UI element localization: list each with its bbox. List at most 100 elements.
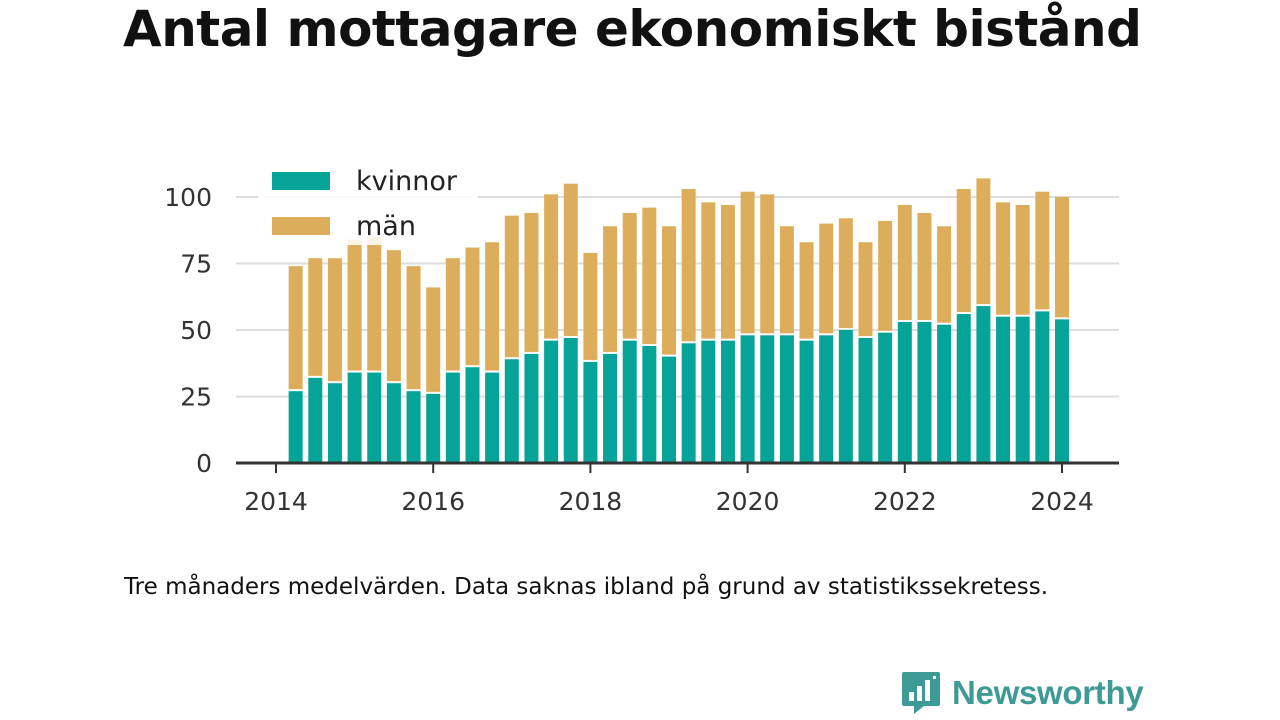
bar-kvinnor [347, 372, 362, 463]
bar-kvinnor [681, 343, 696, 463]
bar-man [367, 236, 382, 371]
bar-man [1015, 204, 1030, 315]
bar-kvinnor [878, 332, 893, 463]
x-tick-label: 2022 [873, 487, 937, 516]
x-tick-label: 2014 [244, 487, 308, 516]
bar-kvinnor [858, 337, 873, 463]
bar-man [563, 183, 578, 336]
bar-man [720, 204, 735, 339]
bar-kvinnor [465, 367, 480, 463]
chart-title: Antal mottagare ekonomiskt bistånd [123, 0, 1142, 58]
bar-man [956, 189, 971, 313]
bar-kvinnor [288, 391, 303, 463]
bar-kvinnor [838, 330, 853, 463]
bar-man [603, 226, 618, 352]
bar-kvinnor [917, 322, 932, 463]
bar-kvinnor [740, 335, 755, 463]
bar-kvinnor [819, 335, 834, 463]
bar-kvinnor [622, 340, 637, 463]
bar-man [917, 212, 932, 321]
bar-kvinnor [386, 383, 401, 463]
chart-note: Tre månaders medelvärden. Data saknas ib… [124, 574, 1049, 600]
bar-man [799, 242, 814, 339]
bar-man [504, 215, 519, 358]
bar-man [701, 202, 716, 339]
bar-man [642, 207, 657, 344]
bar-kvinnor [701, 340, 716, 463]
x-tick-label: 2020 [716, 487, 780, 516]
bar-man [445, 258, 460, 371]
bar-kvinnor [937, 324, 952, 463]
x-tick-label: 2018 [559, 487, 623, 516]
brand-name: Newsworthy [952, 674, 1144, 711]
bar-kvinnor [976, 306, 991, 463]
bar-man [878, 220, 893, 331]
bar-kvinnor [799, 340, 814, 463]
bar-kvinnor [327, 383, 342, 463]
bar-man [308, 258, 323, 376]
y-tick-label: 100 [164, 183, 212, 212]
bar-man [858, 242, 873, 336]
bar-kvinnor [544, 340, 559, 463]
bar-man [1055, 197, 1069, 318]
bar-kvinnor [956, 314, 971, 463]
bar-kvinnor [485, 372, 500, 463]
bar-kvinnor [1035, 311, 1050, 463]
bar-man [583, 252, 598, 360]
bar-kvinnor [524, 353, 539, 463]
bar-man [1035, 191, 1050, 310]
bar-man [819, 223, 834, 334]
y-tick-label: 75 [180, 250, 212, 279]
axes: 0 25 50 75 100 2014 2016 2018 2020 2022 2024 [164, 183, 1119, 516]
bar-man [406, 266, 421, 390]
bar-kvinnor [406, 391, 421, 463]
bars [288, 178, 1069, 463]
bar-man [465, 247, 480, 366]
bar-man [524, 212, 539, 352]
bar-kvinnor [426, 393, 441, 463]
y-tick-label: 50 [180, 316, 212, 345]
bar-kvinnor [308, 377, 323, 463]
bar-man [996, 202, 1011, 315]
bar-man [779, 226, 794, 334]
legend-label: kvinnor [356, 166, 458, 197]
bar-man [485, 242, 500, 371]
legend-swatch [272, 172, 330, 190]
bar-man [760, 194, 775, 334]
bar-man [622, 212, 637, 339]
x-tick-label: 2024 [1030, 487, 1094, 516]
bar-man [838, 218, 853, 328]
bar-man [327, 258, 342, 382]
y-tick-label: 0 [196, 449, 212, 478]
brand-logo[interactable]: Newsworthy [900, 670, 1144, 716]
bar-kvinnor [583, 361, 598, 463]
bar-kvinnor [445, 372, 460, 463]
bar-kvinnor [642, 345, 657, 463]
bar-man [681, 189, 696, 342]
bar-kvinnor [779, 335, 794, 463]
bar-kvinnor [367, 372, 382, 463]
legend: kvinnor män [258, 155, 478, 245]
bar-kvinnor [662, 356, 676, 463]
bar-kvinnor [996, 316, 1011, 463]
y-tick-label: 25 [180, 383, 212, 412]
bar-kvinnor [720, 340, 735, 463]
bar-kvinnor [563, 337, 578, 463]
bar-man [740, 191, 755, 334]
bar-man [937, 226, 952, 323]
bar-man [288, 266, 303, 390]
bar-man [347, 239, 362, 371]
bar-kvinnor [760, 335, 775, 463]
bar-kvinnor [504, 359, 519, 463]
bar-man [897, 204, 912, 321]
bar-kvinnor [1055, 319, 1069, 463]
bar-man [386, 250, 401, 382]
bar-man [976, 178, 991, 305]
legend-label: män [356, 211, 416, 242]
legend-swatch [272, 217, 330, 235]
bar-man [426, 287, 441, 392]
bar-kvinnor [1015, 316, 1030, 463]
bar-kvinnor [897, 322, 912, 463]
bar-man [662, 226, 676, 355]
